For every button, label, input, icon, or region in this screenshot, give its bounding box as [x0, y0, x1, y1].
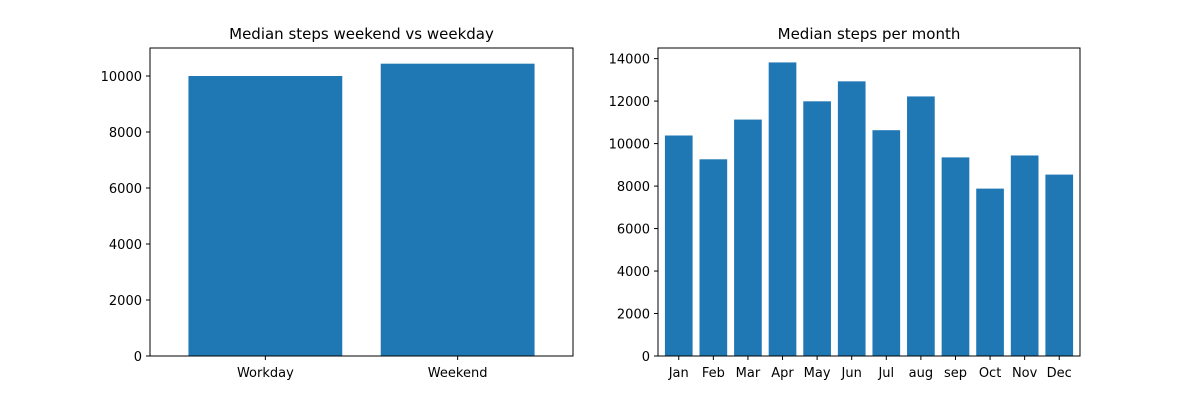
x-tick-label: Jan: [668, 366, 689, 381]
x-tick-label: Mar: [736, 366, 761, 381]
chart-title: Median steps per month: [778, 25, 961, 43]
bar-may: [803, 101, 831, 356]
y-tick-label: 6000: [617, 223, 650, 238]
bar-jan: [664, 135, 693, 356]
bar-nov: [1010, 155, 1039, 356]
y-tick-label: 0: [642, 350, 650, 365]
x-tick-label: Jun: [841, 366, 862, 381]
x-tick-label: sep: [944, 366, 967, 381]
plot-area-frame: [657, 47, 1081, 357]
chart-monthly: Median steps per month Jan Feb Mar Apr May Ju…: [609, 25, 1081, 381]
bar-apr: [768, 62, 797, 356]
x-tick-label: Feb: [702, 366, 725, 381]
y-tick-label: 2000: [109, 294, 142, 309]
bar-feb: [699, 159, 728, 356]
chart-title: Median steps weekend vs weekday: [229, 25, 494, 43]
bar-mar: [734, 119, 762, 356]
x-tick-label: Nov: [1012, 366, 1038, 381]
x-tick-label: aug: [909, 366, 933, 381]
y-tick-label: 8000: [617, 180, 650, 195]
bar-workday: [188, 76, 343, 356]
bar-jul: [872, 130, 901, 356]
x-tick-label: Workday: [237, 366, 294, 381]
x-tick-label: Oct: [979, 366, 1001, 381]
y-tick-label: 12000: [609, 95, 650, 110]
bar-aug: [907, 96, 935, 357]
chart-weekday-weekend: Median steps weekend vs weekday Workday W…: [101, 25, 574, 381]
x-tick-label: Weekend: [428, 366, 488, 381]
y-tick-label: 6000: [109, 182, 142, 197]
x-tick-label: Jul: [877, 366, 894, 381]
y-tick-label: 0: [134, 350, 142, 365]
plot-area-frame: [149, 47, 574, 357]
bar-oct: [976, 188, 1004, 356]
y-tick-label: 8000: [109, 126, 142, 141]
y-tick-label: 4000: [617, 265, 650, 280]
y-tick-label: 2000: [617, 308, 650, 323]
y-tick-label: 4000: [109, 238, 142, 253]
bar-jun: [837, 81, 866, 356]
x-tick-label: Apr: [771, 366, 794, 381]
x-tick-label: May: [804, 366, 831, 381]
y-tick-label: 10000: [101, 70, 142, 85]
y-tick-label: 10000: [609, 138, 650, 153]
y-tick-label: 14000: [609, 53, 650, 68]
x-tick-label: Dec: [1047, 366, 1072, 381]
bar-weekend: [380, 63, 535, 357]
bar-dec: [1045, 174, 1074, 356]
bar-sep: [941, 157, 970, 356]
